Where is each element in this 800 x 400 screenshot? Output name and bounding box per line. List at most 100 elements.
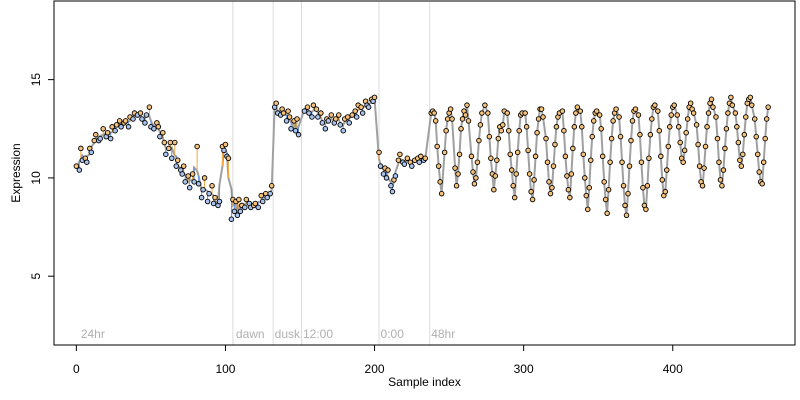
data-point — [353, 114, 360, 120]
data-point — [638, 159, 645, 165]
data-point — [598, 126, 604, 132]
data-point — [435, 163, 442, 169]
data-point — [510, 183, 516, 189]
data-point — [204, 198, 211, 205]
data-point — [658, 153, 664, 160]
y-axis-label: Expression — [9, 143, 23, 202]
data-point — [337, 122, 344, 128]
data-point — [264, 194, 270, 201]
data-point — [453, 183, 460, 189]
data-point — [322, 126, 329, 132]
data-point — [116, 118, 123, 124]
data-point — [623, 212, 630, 219]
data-point — [459, 116, 466, 122]
data-point — [401, 161, 408, 167]
data-point — [485, 110, 491, 116]
data-point — [534, 129, 540, 136]
data-point — [174, 157, 181, 163]
data-point — [491, 186, 497, 193]
data-point — [728, 94, 734, 101]
y-tick-label: 10 — [29, 171, 43, 185]
data-point — [725, 110, 731, 116]
data-point — [458, 126, 464, 132]
data-point — [452, 165, 458, 171]
data-point — [699, 183, 706, 189]
data-point — [432, 118, 439, 124]
data-point — [599, 153, 606, 160]
data-point — [738, 163, 745, 169]
x-tick-label: 0 — [73, 362, 80, 376]
data-point — [695, 141, 701, 148]
data-point — [531, 177, 537, 183]
data-point — [626, 163, 633, 169]
data-point — [130, 116, 136, 122]
data-point — [273, 100, 279, 106]
data-point — [544, 159, 551, 165]
data-point — [586, 184, 592, 191]
data-point — [258, 192, 264, 199]
region-labels: 24hr dawn dusk 12:00 0:00 48hr — [81, 327, 455, 341]
data-point — [259, 198, 266, 205]
data-point — [705, 110, 712, 116]
data-point — [570, 145, 576, 152]
data-point — [371, 94, 378, 101]
data-point — [104, 129, 111, 136]
data-point — [719, 183, 725, 189]
data-point — [528, 188, 534, 195]
data-point — [107, 135, 114, 142]
data-point — [511, 194, 518, 201]
data-point — [529, 196, 536, 203]
data-point — [610, 118, 616, 124]
data-point — [422, 155, 428, 162]
data-point — [514, 149, 521, 156]
data-point — [729, 102, 736, 108]
data-point — [562, 153, 569, 160]
data-point — [112, 127, 118, 134]
data-point — [622, 202, 628, 209]
data-point — [716, 159, 722, 165]
data-point — [498, 127, 505, 134]
data-point — [209, 183, 215, 189]
data-point — [456, 151, 463, 158]
data-point — [613, 106, 619, 112]
data-point — [553, 124, 560, 130]
data-point — [328, 112, 335, 118]
data-point — [583, 192, 590, 199]
data-point — [471, 181, 478, 187]
data-point — [479, 110, 485, 116]
data-point — [488, 155, 494, 162]
data-point — [513, 171, 519, 177]
data-point — [674, 112, 680, 118]
data-point — [409, 163, 415, 169]
data-point — [122, 118, 129, 124]
data-point — [313, 106, 320, 112]
data-point — [143, 112, 150, 118]
data-point — [667, 124, 673, 130]
data-point — [492, 173, 499, 179]
data-point — [649, 116, 655, 122]
data-point — [198, 194, 205, 201]
y-axis: 5 10 15 — [29, 73, 55, 280]
data-point — [151, 126, 157, 132]
data-point — [702, 143, 709, 150]
data-point — [589, 133, 595, 140]
data-point — [255, 204, 262, 211]
data-point — [522, 110, 528, 116]
data-point — [231, 208, 238, 215]
data-point — [714, 135, 721, 142]
data-point — [385, 167, 391, 173]
data-point — [579, 124, 585, 130]
data-point — [431, 110, 437, 116]
data-point — [295, 131, 302, 138]
data-point — [616, 114, 622, 120]
data-point — [585, 206, 591, 213]
data-point — [523, 124, 530, 130]
data-point — [740, 151, 746, 158]
data-point — [474, 159, 481, 165]
data-point — [632, 106, 639, 112]
data-point — [759, 181, 765, 187]
data-point — [160, 129, 166, 136]
data-point — [625, 190, 631, 197]
data-point — [210, 200, 217, 207]
